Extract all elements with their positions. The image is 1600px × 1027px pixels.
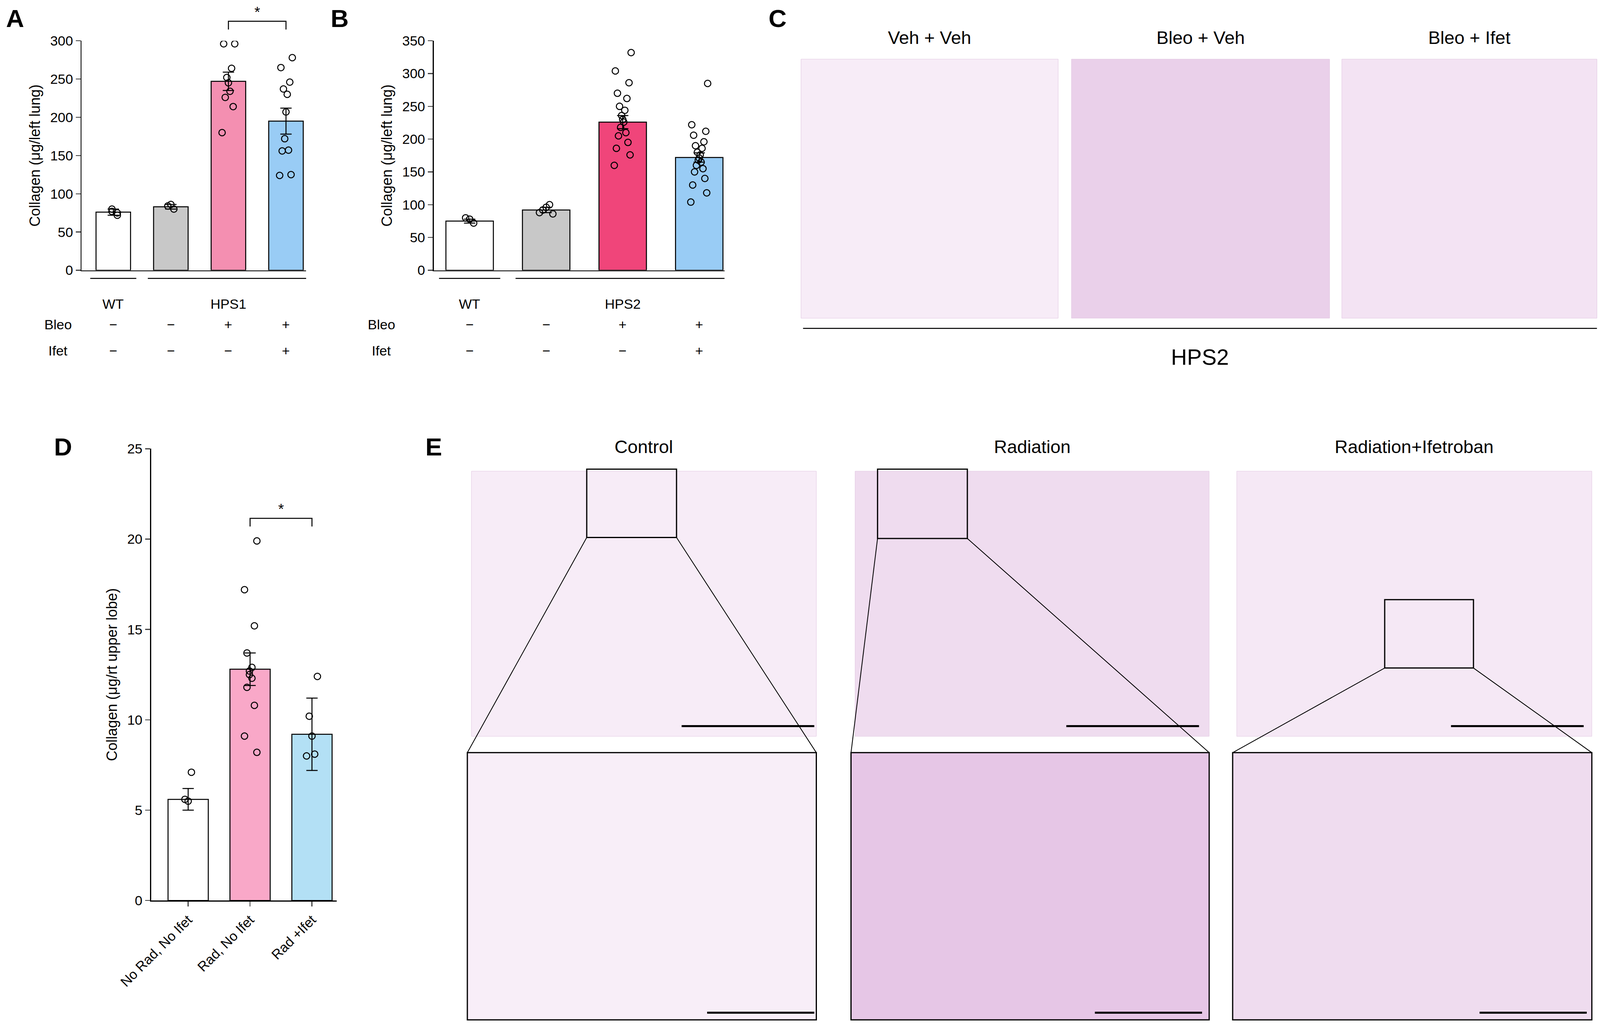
svg-text:−: − [465,343,474,359]
svg-text:300: 300 [402,65,425,82]
svg-text:Control: Control [614,436,673,458]
svg-text:B: B [330,4,349,33]
svg-text:+: + [618,316,627,333]
svg-text:50: 50 [57,224,73,240]
svg-text:250: 250 [50,71,73,87]
svg-text:−: − [224,343,233,359]
svg-text:−: − [109,343,118,359]
svg-text:Bleo + Ifet: Bleo + Ifet [1428,27,1511,48]
svg-text:*: * [254,4,261,21]
svg-text:HPS2: HPS2 [1170,344,1230,370]
svg-text:+: + [281,316,290,333]
svg-text:+: + [695,343,704,359]
svg-text:300: 300 [50,33,73,49]
svg-text:Veh + Veh: Veh + Veh [887,27,971,48]
svg-text:−: − [542,343,551,359]
svg-text:250: 250 [402,98,425,115]
svg-text:E: E [425,433,442,461]
svg-text:Rad, No Ifet: Rad, No Ifet [194,912,258,975]
svg-text:0: 0 [65,262,73,278]
svg-text:Bleo + Veh: Bleo + Veh [1156,27,1245,48]
svg-text:100: 100 [50,186,73,202]
svg-text:0: 0 [134,893,143,909]
svg-text:HPS2: HPS2 [604,296,641,312]
svg-text:*: * [278,501,284,518]
svg-text:+: + [695,316,704,333]
svg-text:Radiation: Radiation [993,436,1071,458]
svg-text:100: 100 [402,197,425,213]
svg-text:Radiation+Ifetroban: Radiation+Ifetroban [1334,436,1494,458]
svg-text:Bleo: Bleo [367,316,396,333]
svg-text:150: 150 [50,147,73,164]
svg-text:D: D [54,433,73,461]
svg-text:20: 20 [127,531,143,547]
svg-text:50: 50 [409,229,425,246]
svg-text:No Rad, No Ifet: No Rad, No Ifet [117,912,196,990]
svg-text:150: 150 [402,164,425,180]
svg-text:Ifet: Ifet [371,343,392,359]
svg-text:WT: WT [458,296,481,312]
svg-text:−: − [618,343,627,359]
svg-text:Ifet: Ifet [48,343,68,359]
svg-text:−: − [166,343,175,359]
svg-text:10: 10 [127,712,143,728]
svg-text:25: 25 [127,441,143,457]
svg-text:Rad +Ifet: Rad +Ifet [268,912,319,963]
svg-text:Bleo: Bleo [44,316,72,333]
svg-text:5: 5 [134,802,143,819]
svg-text:200: 200 [50,109,73,125]
svg-text:HPS1: HPS1 [210,296,247,312]
svg-text:Collagen (μg/left lung): Collagen (μg/left lung) [378,84,396,227]
svg-text:0: 0 [417,262,425,278]
svg-text:−: − [109,316,118,333]
svg-text:Collagen (μg/rt upper lobe): Collagen (μg/rt upper lobe) [103,588,121,762]
svg-text:−: − [166,316,175,333]
svg-text:350: 350 [402,33,425,49]
svg-text:C: C [768,4,787,33]
svg-text:+: + [281,343,290,359]
svg-text:+: + [224,316,233,333]
svg-text:WT: WT [102,296,124,312]
svg-text:Collagen (μg/left lung): Collagen (μg/left lung) [26,84,44,227]
svg-text:15: 15 [127,622,143,638]
svg-text:−: − [465,316,474,333]
svg-text:−: − [542,316,551,333]
svg-text:200: 200 [402,131,425,147]
svg-text:A: A [6,4,25,33]
